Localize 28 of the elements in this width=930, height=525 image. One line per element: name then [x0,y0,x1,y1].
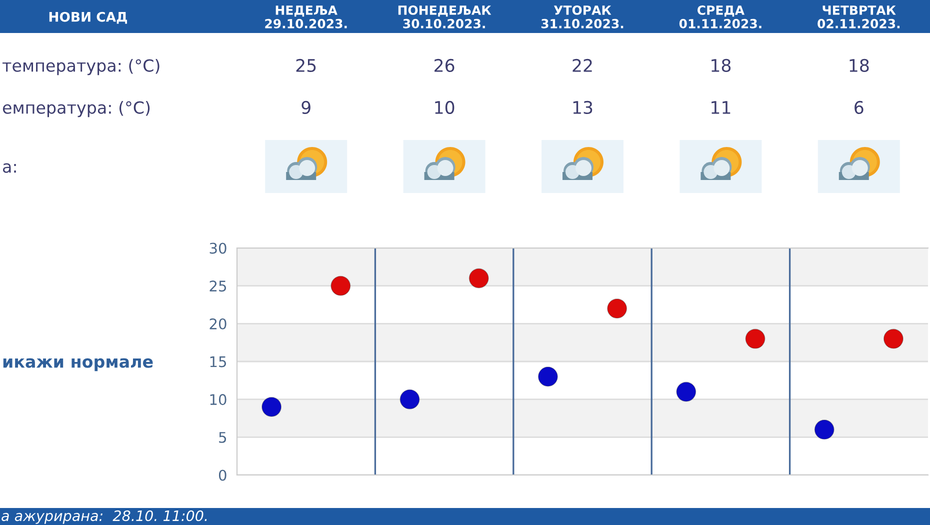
y-tick-label: 10 [210,394,226,406]
text: УТОРАК 31.10.2023. [541,5,624,28]
text: НЕДЕЉА 29.10.2023. [265,6,347,28]
data-label: 18 [850,58,869,72]
text: а ажурирана: 28.10. 11:00. [2,510,207,524]
text: ЧЕТВРТАК 02.11.2023. [818,6,900,28]
y-tick-label: 15 [210,356,226,368]
y-tick-label: 25 [210,280,226,292]
data-label: 6 [854,100,864,114]
data-label: 26 [434,58,454,72]
data-label: 13 [573,100,592,114]
y-tick-label: 0 [218,470,226,481]
text: НОВИ САД [49,12,128,24]
data-label: 18 [712,58,731,72]
text: а: [3,163,16,173]
data-label: 25 [296,58,316,72]
text: икажи нормале [3,358,153,372]
text: ПОНЕДЕЉАК 30.10.2023. [398,5,492,28]
data-label: 11 [712,101,730,114]
data-label: 22 [572,58,592,72]
y-tick-label: 30 [210,242,226,254]
y-tick-label: 5 [219,432,226,443]
text: СРЕДА 01.11.2023. [679,5,762,28]
text: емпература: (°C) [2,100,150,118]
text: температура: (°C) [2,58,160,76]
data-label: 9 [302,100,310,114]
data-label: 10 [435,100,454,114]
y-tick-label: 20 [210,318,226,330]
